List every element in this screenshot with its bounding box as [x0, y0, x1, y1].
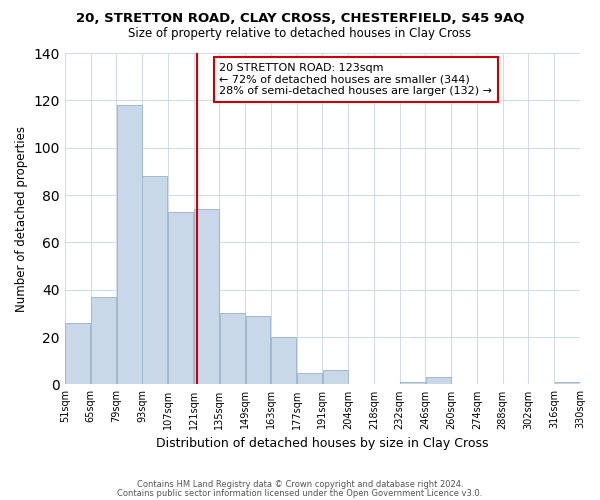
Text: 20 STRETTON ROAD: 123sqm
← 72% of detached houses are smaller (344)
28% of semi-: 20 STRETTON ROAD: 123sqm ← 72% of detach… — [220, 63, 493, 96]
Bar — [426, 378, 451, 384]
Bar — [400, 382, 425, 384]
Bar — [220, 314, 245, 384]
Bar — [271, 337, 296, 384]
Bar — [245, 316, 271, 384]
Text: Contains HM Land Registry data © Crown copyright and database right 2024.: Contains HM Land Registry data © Crown c… — [137, 480, 463, 489]
Bar — [91, 297, 116, 384]
Bar — [554, 382, 580, 384]
Text: Size of property relative to detached houses in Clay Cross: Size of property relative to detached ho… — [128, 28, 472, 40]
Bar — [297, 372, 322, 384]
Bar — [168, 212, 193, 384]
X-axis label: Distribution of detached houses by size in Clay Cross: Distribution of detached houses by size … — [156, 437, 488, 450]
Bar — [142, 176, 167, 384]
Bar — [323, 370, 348, 384]
Bar — [194, 209, 219, 384]
Y-axis label: Number of detached properties: Number of detached properties — [15, 126, 28, 312]
Text: 20, STRETTON ROAD, CLAY CROSS, CHESTERFIELD, S45 9AQ: 20, STRETTON ROAD, CLAY CROSS, CHESTERFI… — [76, 12, 524, 26]
Bar — [116, 105, 142, 384]
Text: Contains public sector information licensed under the Open Government Licence v3: Contains public sector information licen… — [118, 488, 482, 498]
Bar — [65, 323, 90, 384]
